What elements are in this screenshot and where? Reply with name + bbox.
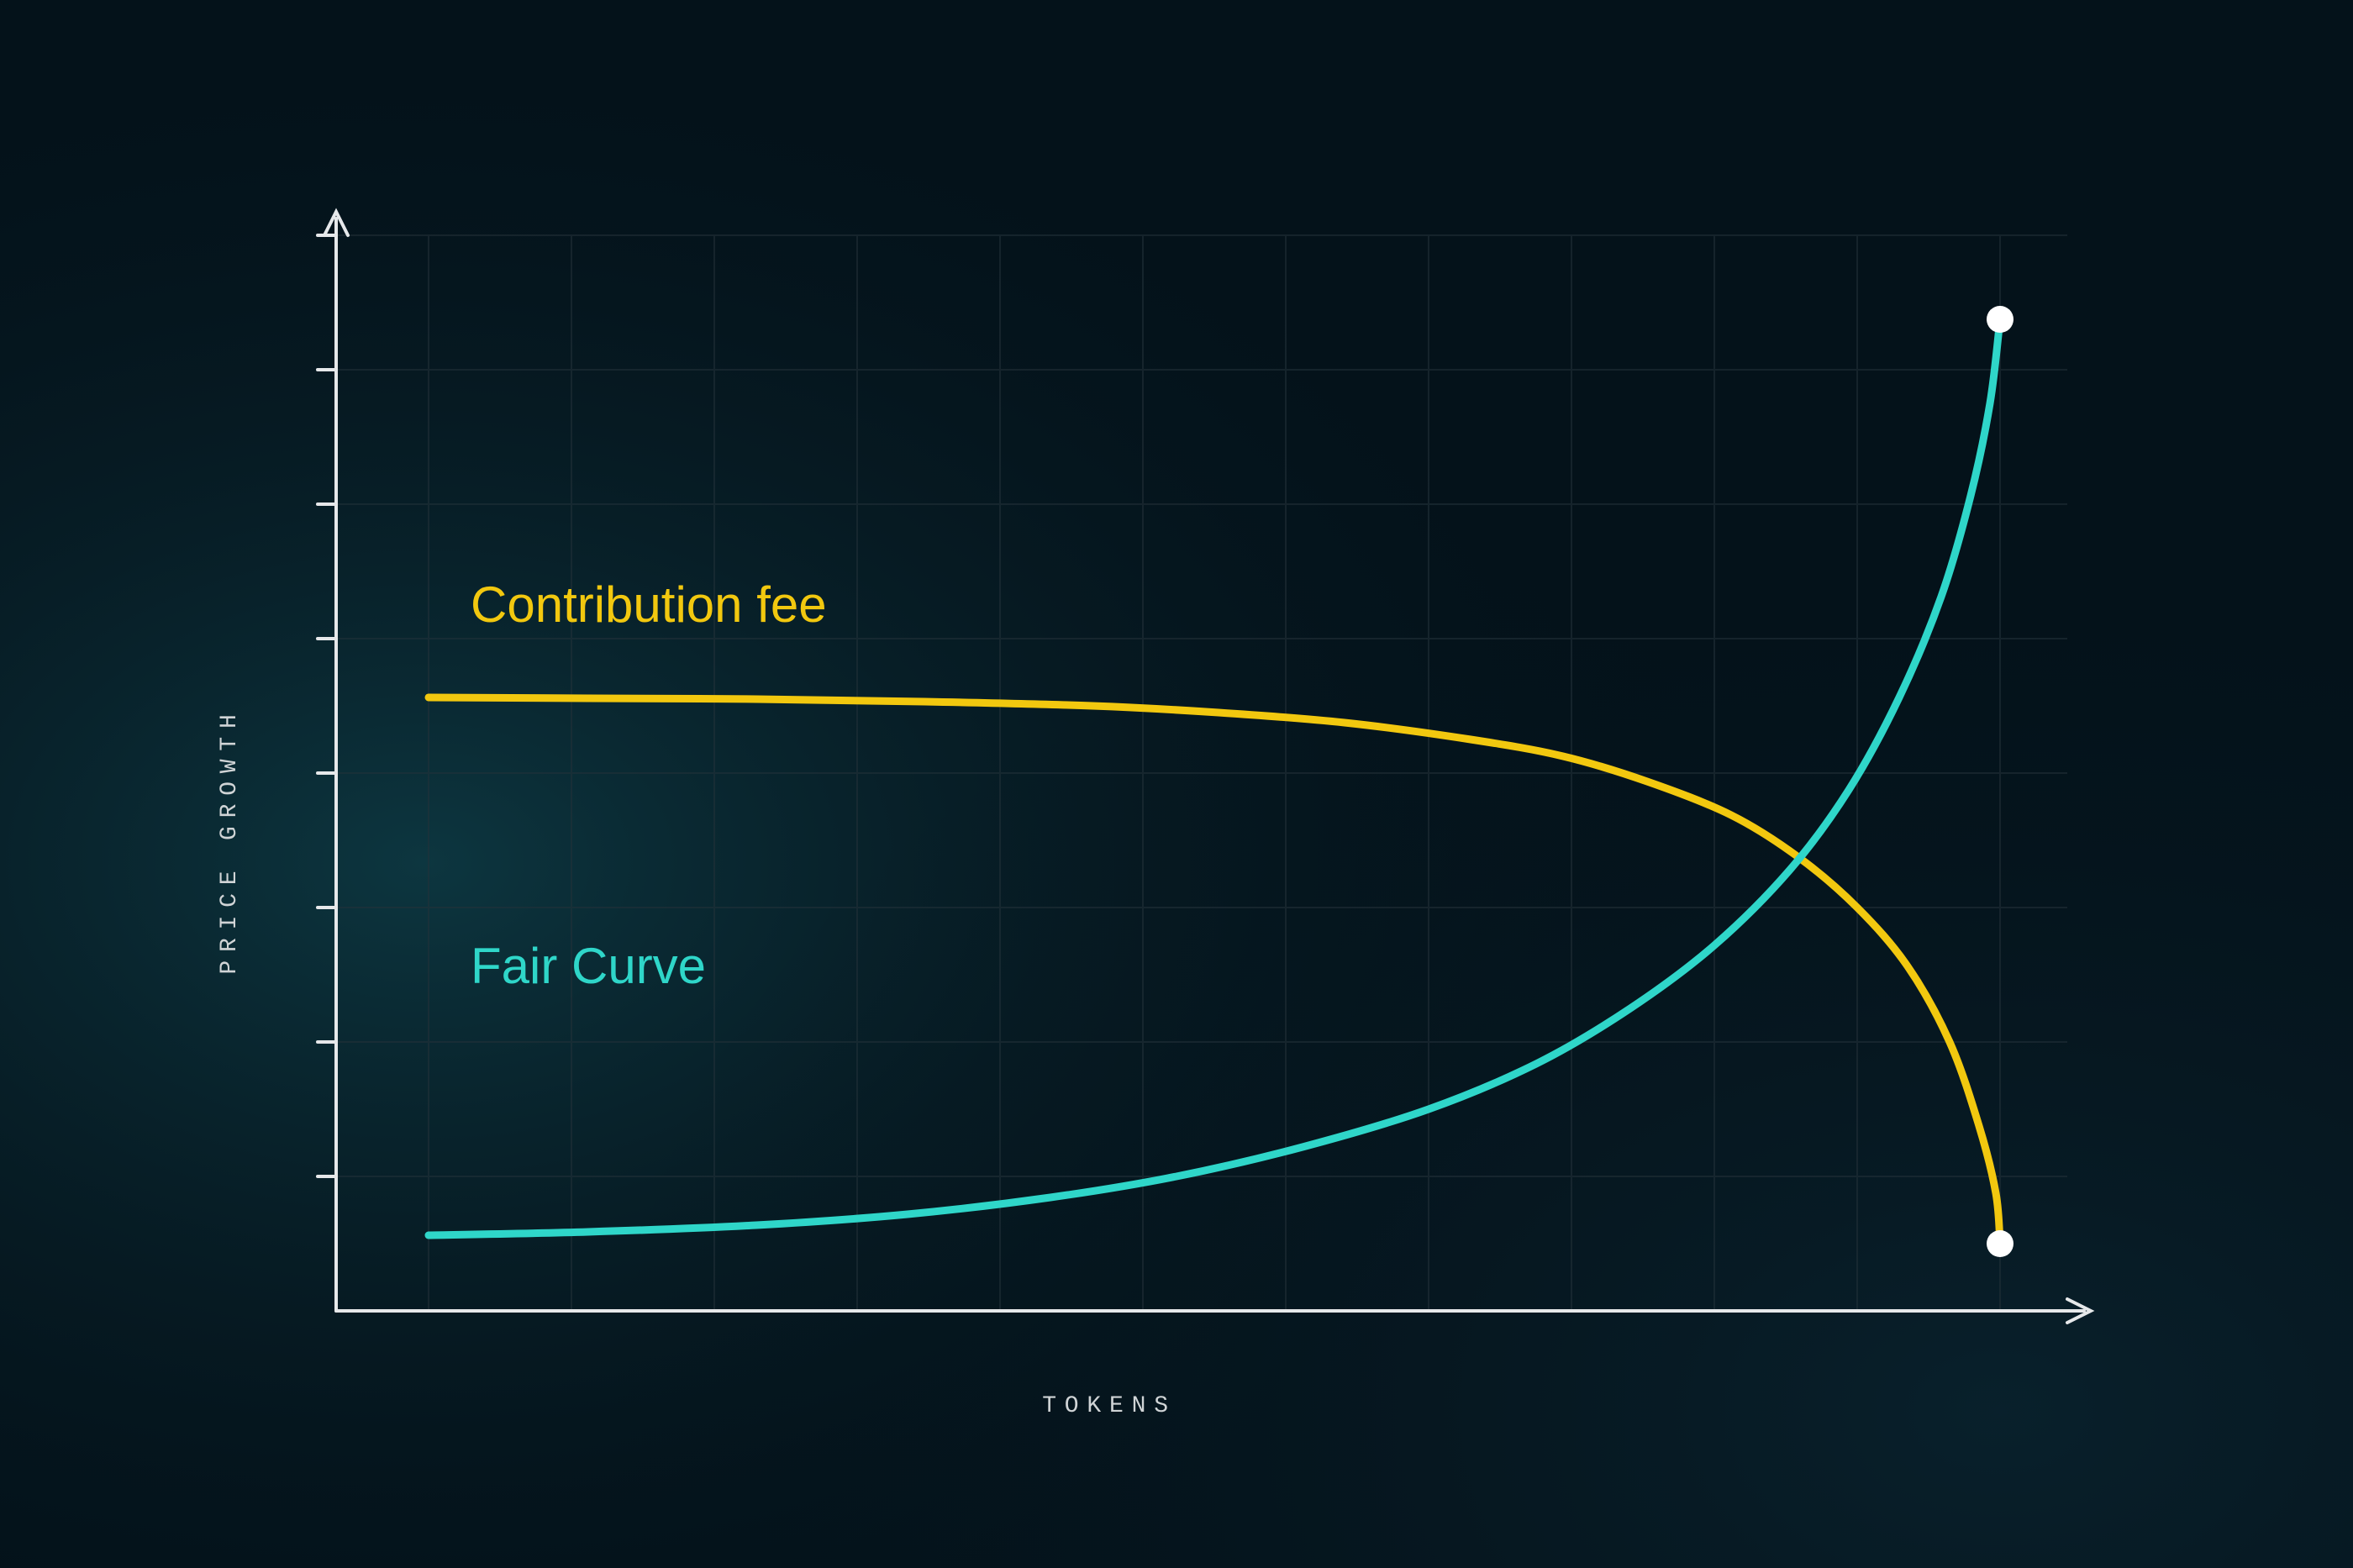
endpoint-marker	[1987, 306, 2013, 333]
x-axis-label: TOKENS	[1042, 1393, 1176, 1419]
chart-canvas: Contribution fee Fair Curve TOKENS PRICE GR…	[0, 0, 2353, 1568]
endpoint-marker	[1987, 1230, 2013, 1257]
y-axis-label: PRICE GROWTH	[217, 706, 243, 974]
series-label: Fair Curve	[471, 938, 706, 994]
chart-svg: Contribution fee Fair Curve TOKENS PRICE GR…	[0, 0, 2353, 1568]
series-label: Contribution fee	[471, 576, 827, 633]
